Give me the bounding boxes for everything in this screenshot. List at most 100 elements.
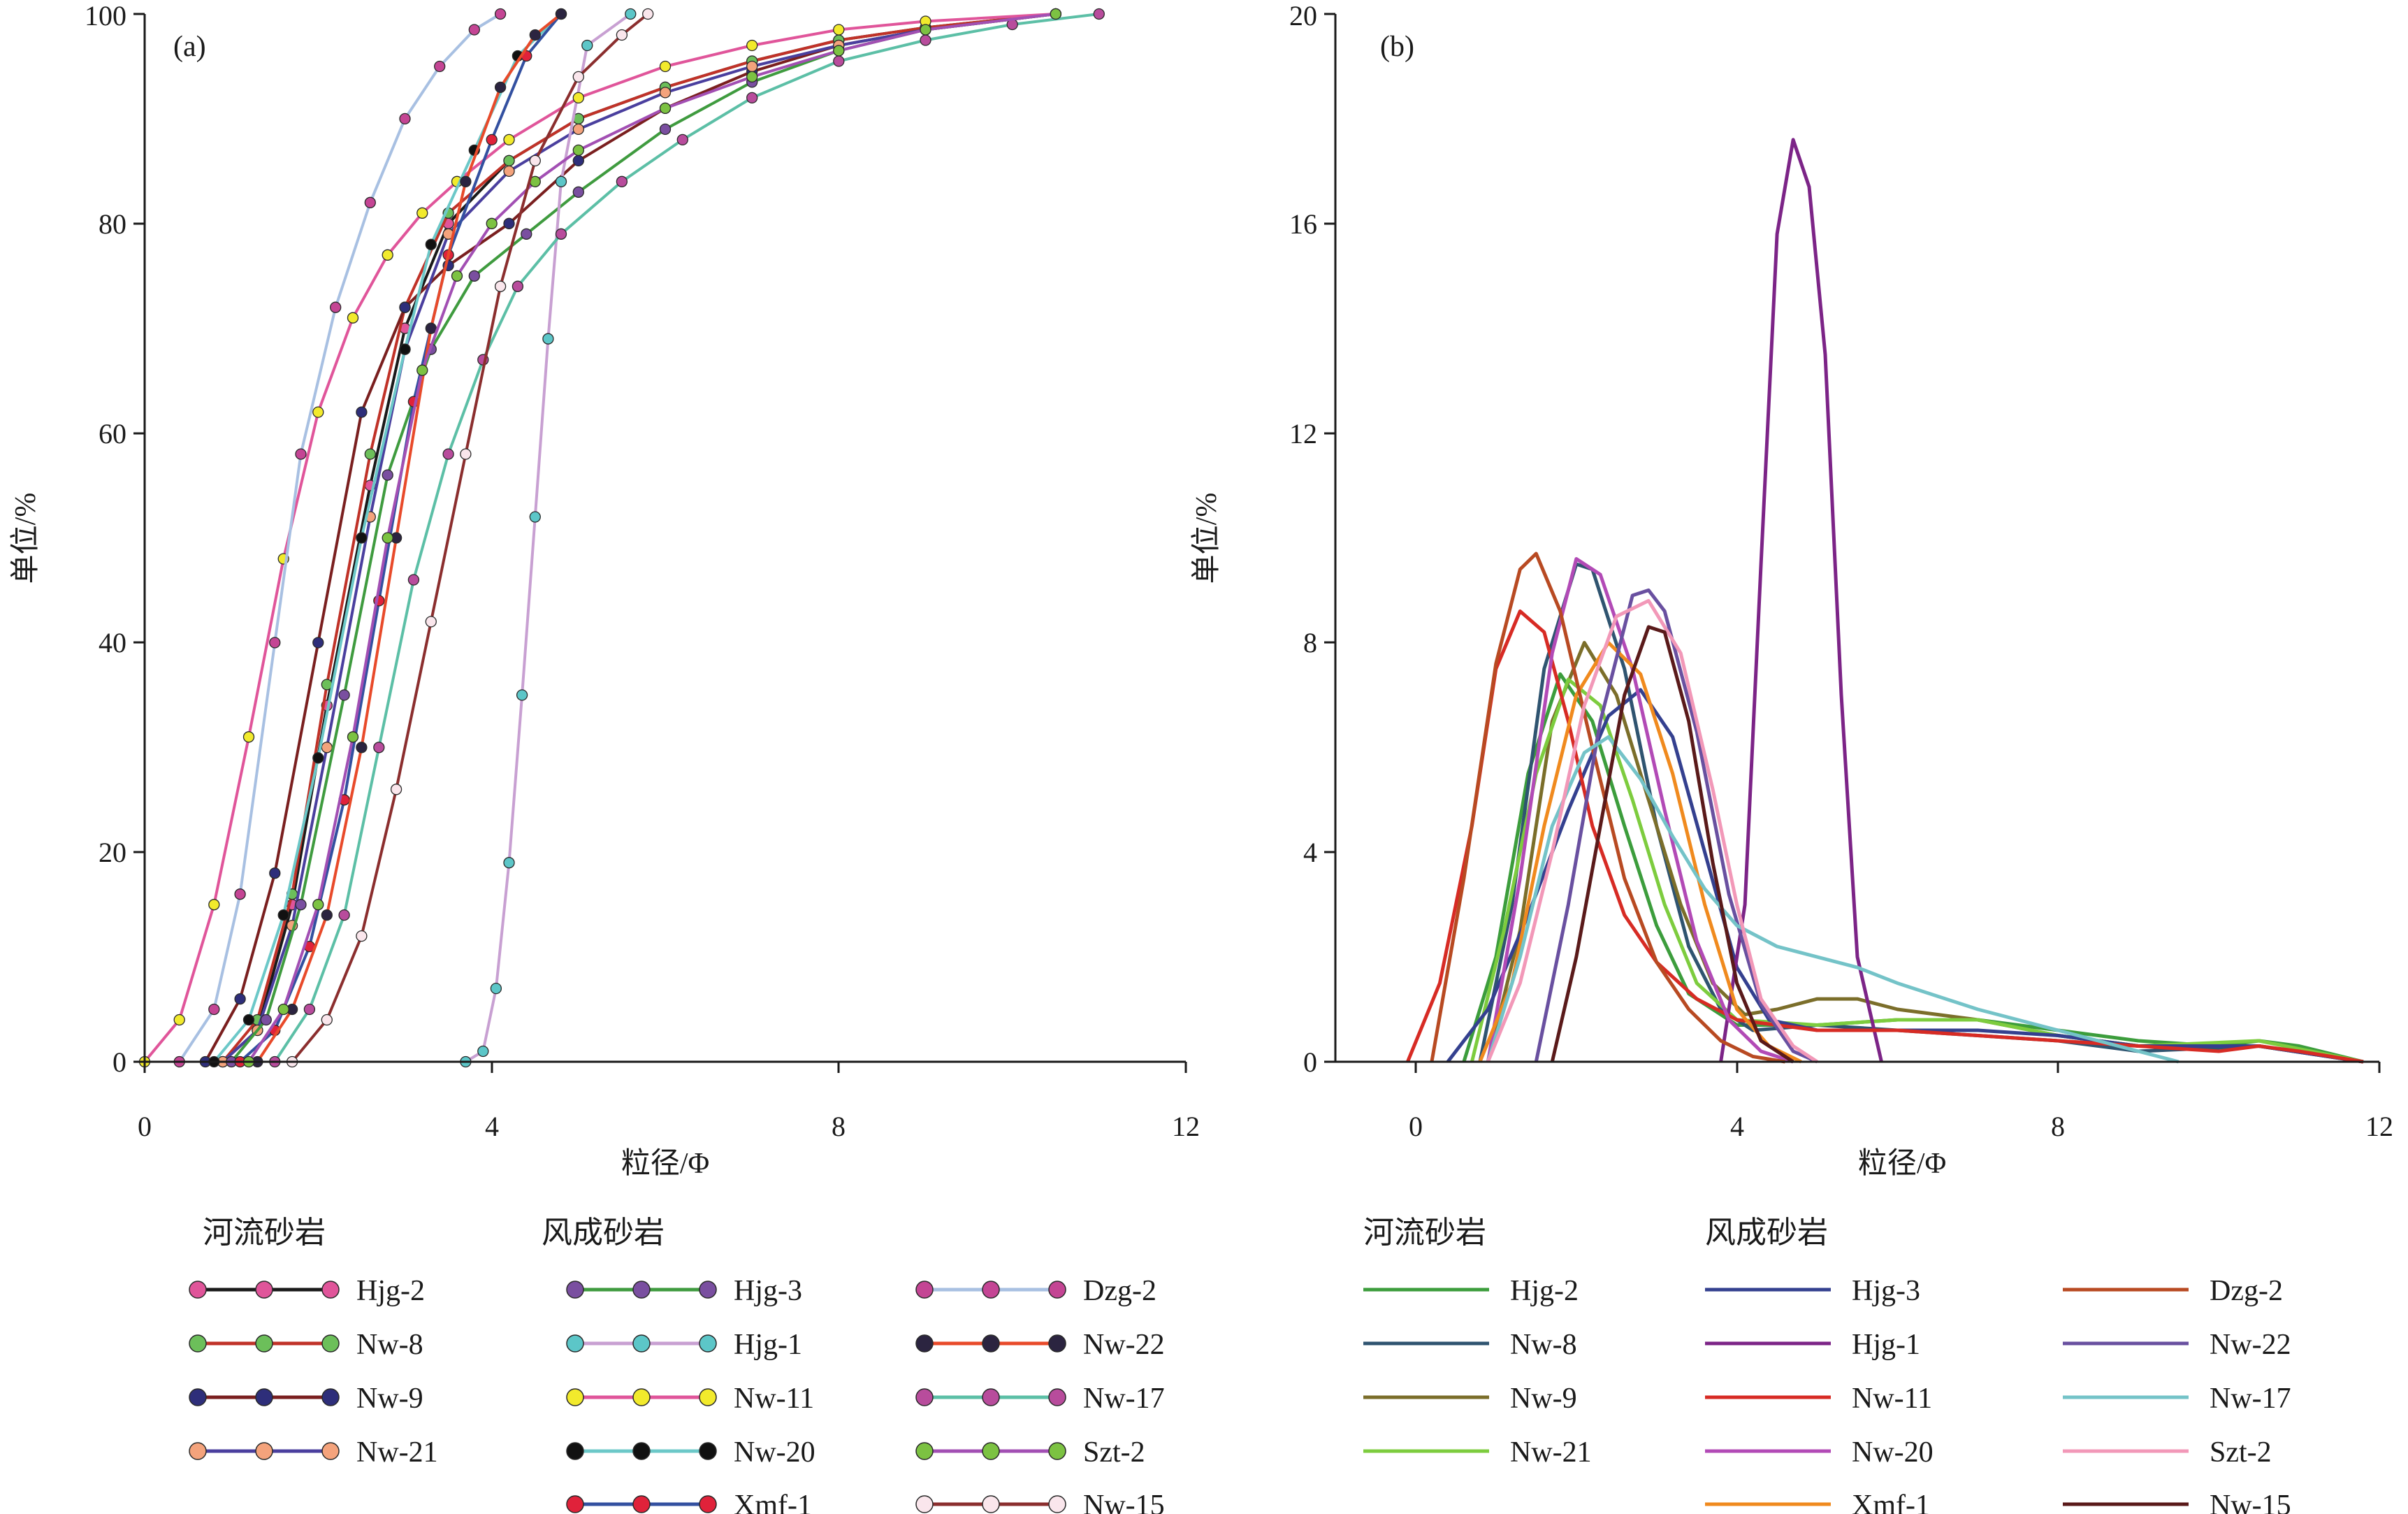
data-point bbox=[277, 909, 289, 921]
legend-swatch-marker bbox=[982, 1281, 1000, 1299]
series-b-nw-17 bbox=[1486, 735, 2179, 1064]
data-point bbox=[659, 87, 672, 99]
panel-b-xtick-label: 0 bbox=[1409, 1111, 1423, 1142]
data-point bbox=[425, 322, 437, 334]
data-point bbox=[356, 406, 368, 418]
series-b-hjg-1 bbox=[1719, 138, 1883, 1062]
data-point bbox=[572, 186, 584, 198]
legend-entry-nw-15: Nw-15 bbox=[915, 1490, 1165, 1514]
data-point bbox=[425, 238, 437, 250]
data-point bbox=[833, 24, 845, 36]
data-point bbox=[260, 1014, 272, 1026]
data-point bbox=[616, 175, 628, 187]
data-point bbox=[321, 1014, 333, 1026]
data-point bbox=[494, 8, 507, 20]
legend-swatch-marker bbox=[1048, 1281, 1066, 1299]
series-line bbox=[204, 13, 1057, 1062]
legend-entry-nw-8: Nw-8 bbox=[1363, 1329, 1577, 1361]
series-line bbox=[222, 13, 1057, 1063]
panel-a-ytick-label: 0 bbox=[113, 1046, 126, 1078]
legend-entry-nw-8: Nw-8 bbox=[189, 1329, 423, 1361]
legend-label: Szt-2 bbox=[1083, 1436, 1145, 1469]
data-point bbox=[833, 45, 845, 57]
panel-b-ytick-label: 4 bbox=[1303, 837, 1317, 868]
legend-swatch-marker bbox=[566, 1388, 584, 1406]
data-point bbox=[1050, 8, 1061, 20]
legend-entry-nw-17: Nw-17 bbox=[915, 1383, 1165, 1415]
panel-a-xtick-label: 4 bbox=[485, 1111, 499, 1142]
data-point bbox=[494, 280, 507, 292]
panel-b-label: (b) bbox=[1380, 31, 1414, 63]
panel-b-ytick-label: 20 bbox=[1289, 0, 1317, 31]
data-point bbox=[295, 448, 307, 460]
data-point bbox=[269, 637, 281, 649]
data-point bbox=[625, 8, 637, 20]
data-point bbox=[920, 34, 931, 46]
data-point bbox=[269, 867, 281, 879]
legend-label: Hjg-3 bbox=[1852, 1275, 1920, 1307]
data-point bbox=[364, 448, 376, 460]
legend-swatch-marker bbox=[982, 1334, 1000, 1353]
legend-label: Hjg-1 bbox=[1852, 1329, 1920, 1361]
legend-swatch-marker bbox=[699, 1442, 717, 1460]
legend-swatch-marker bbox=[699, 1334, 717, 1353]
data-point bbox=[494, 81, 507, 94]
series-b-szt-2 bbox=[1486, 598, 1818, 1064]
panel-a-ytick-label: 60 bbox=[99, 418, 126, 449]
legend-swatch-marker bbox=[321, 1334, 340, 1353]
legend-label: Nw-20 bbox=[1852, 1436, 1934, 1469]
legend-swatch-marker bbox=[1048, 1388, 1066, 1406]
data-point bbox=[442, 448, 454, 460]
series-a-nw-15 bbox=[286, 8, 654, 1068]
data-point bbox=[234, 993, 246, 1005]
legend-swatch-marker bbox=[632, 1388, 651, 1406]
legend-entry-nw-22: Nw-22 bbox=[915, 1329, 1165, 1361]
legend-entry-nw-22: Nw-22 bbox=[2063, 1329, 2291, 1361]
series-b-hjg-3 bbox=[1446, 688, 2364, 1064]
data-point bbox=[312, 637, 324, 649]
panel-b-xtick-label: 12 bbox=[2365, 1111, 2393, 1142]
legend-swatch-marker bbox=[189, 1334, 207, 1353]
panel-b-series-layer bbox=[1406, 138, 2364, 1064]
data-point bbox=[242, 1014, 255, 1026]
legend-entry-nw-21: Nw-21 bbox=[1363, 1436, 1592, 1469]
panel-a-x-axis-label: 粒径/Φ bbox=[621, 1148, 709, 1180]
legend-label: Nw-8 bbox=[356, 1329, 423, 1361]
legend-b-group-title: 河流砂岩 bbox=[1363, 1216, 1486, 1250]
data-point bbox=[521, 228, 532, 240]
panel-a-ytick-label: 100 bbox=[85, 0, 126, 31]
panel-b-xtick-label: 8 bbox=[2051, 1111, 2065, 1142]
legend-swatch-marker bbox=[699, 1388, 717, 1406]
data-point bbox=[242, 731, 255, 743]
data-point bbox=[555, 228, 567, 240]
data-point bbox=[460, 448, 472, 460]
data-point bbox=[208, 1003, 220, 1016]
data-point bbox=[581, 39, 593, 52]
legend-a-group-title: 河流砂岩 bbox=[203, 1216, 326, 1250]
legend-entry-nw-9: Nw-9 bbox=[189, 1383, 423, 1415]
data-point bbox=[312, 752, 324, 764]
data-point bbox=[347, 312, 359, 324]
data-point bbox=[234, 888, 246, 900]
legend-entry-nw-20: Nw-20 bbox=[1705, 1436, 1934, 1469]
legend-label: Nw-15 bbox=[1083, 1490, 1165, 1514]
data-point bbox=[529, 511, 541, 523]
data-point bbox=[295, 899, 307, 911]
legend-swatch-marker bbox=[915, 1388, 934, 1406]
legend-entry-nw-20: Nw-20 bbox=[566, 1436, 815, 1469]
data-point bbox=[746, 39, 758, 52]
data-point bbox=[303, 1003, 316, 1016]
legend-b-items: Hjg-2 Nw-8 Nw-9 Nw-21 Hjg-3 Hjg-1 Nw-11 Nw-20 Xm… bbox=[1363, 1275, 2291, 1514]
legend-swatch-marker bbox=[982, 1388, 1000, 1406]
legend-swatch-marker bbox=[189, 1442, 207, 1460]
legend-entry-nw-11: Nw-11 bbox=[1705, 1383, 1932, 1415]
data-point bbox=[416, 207, 428, 219]
data-point bbox=[321, 909, 333, 921]
data-point bbox=[425, 616, 437, 628]
series-b-nw-22 bbox=[1534, 588, 1818, 1064]
data-point bbox=[555, 8, 567, 20]
legend-b-group-title: 风成砂岩 bbox=[1705, 1216, 1828, 1250]
panel-b-ytick-label: 12 bbox=[1289, 418, 1317, 449]
legend-swatch-marker bbox=[915, 1334, 934, 1353]
data-point bbox=[356, 742, 368, 754]
